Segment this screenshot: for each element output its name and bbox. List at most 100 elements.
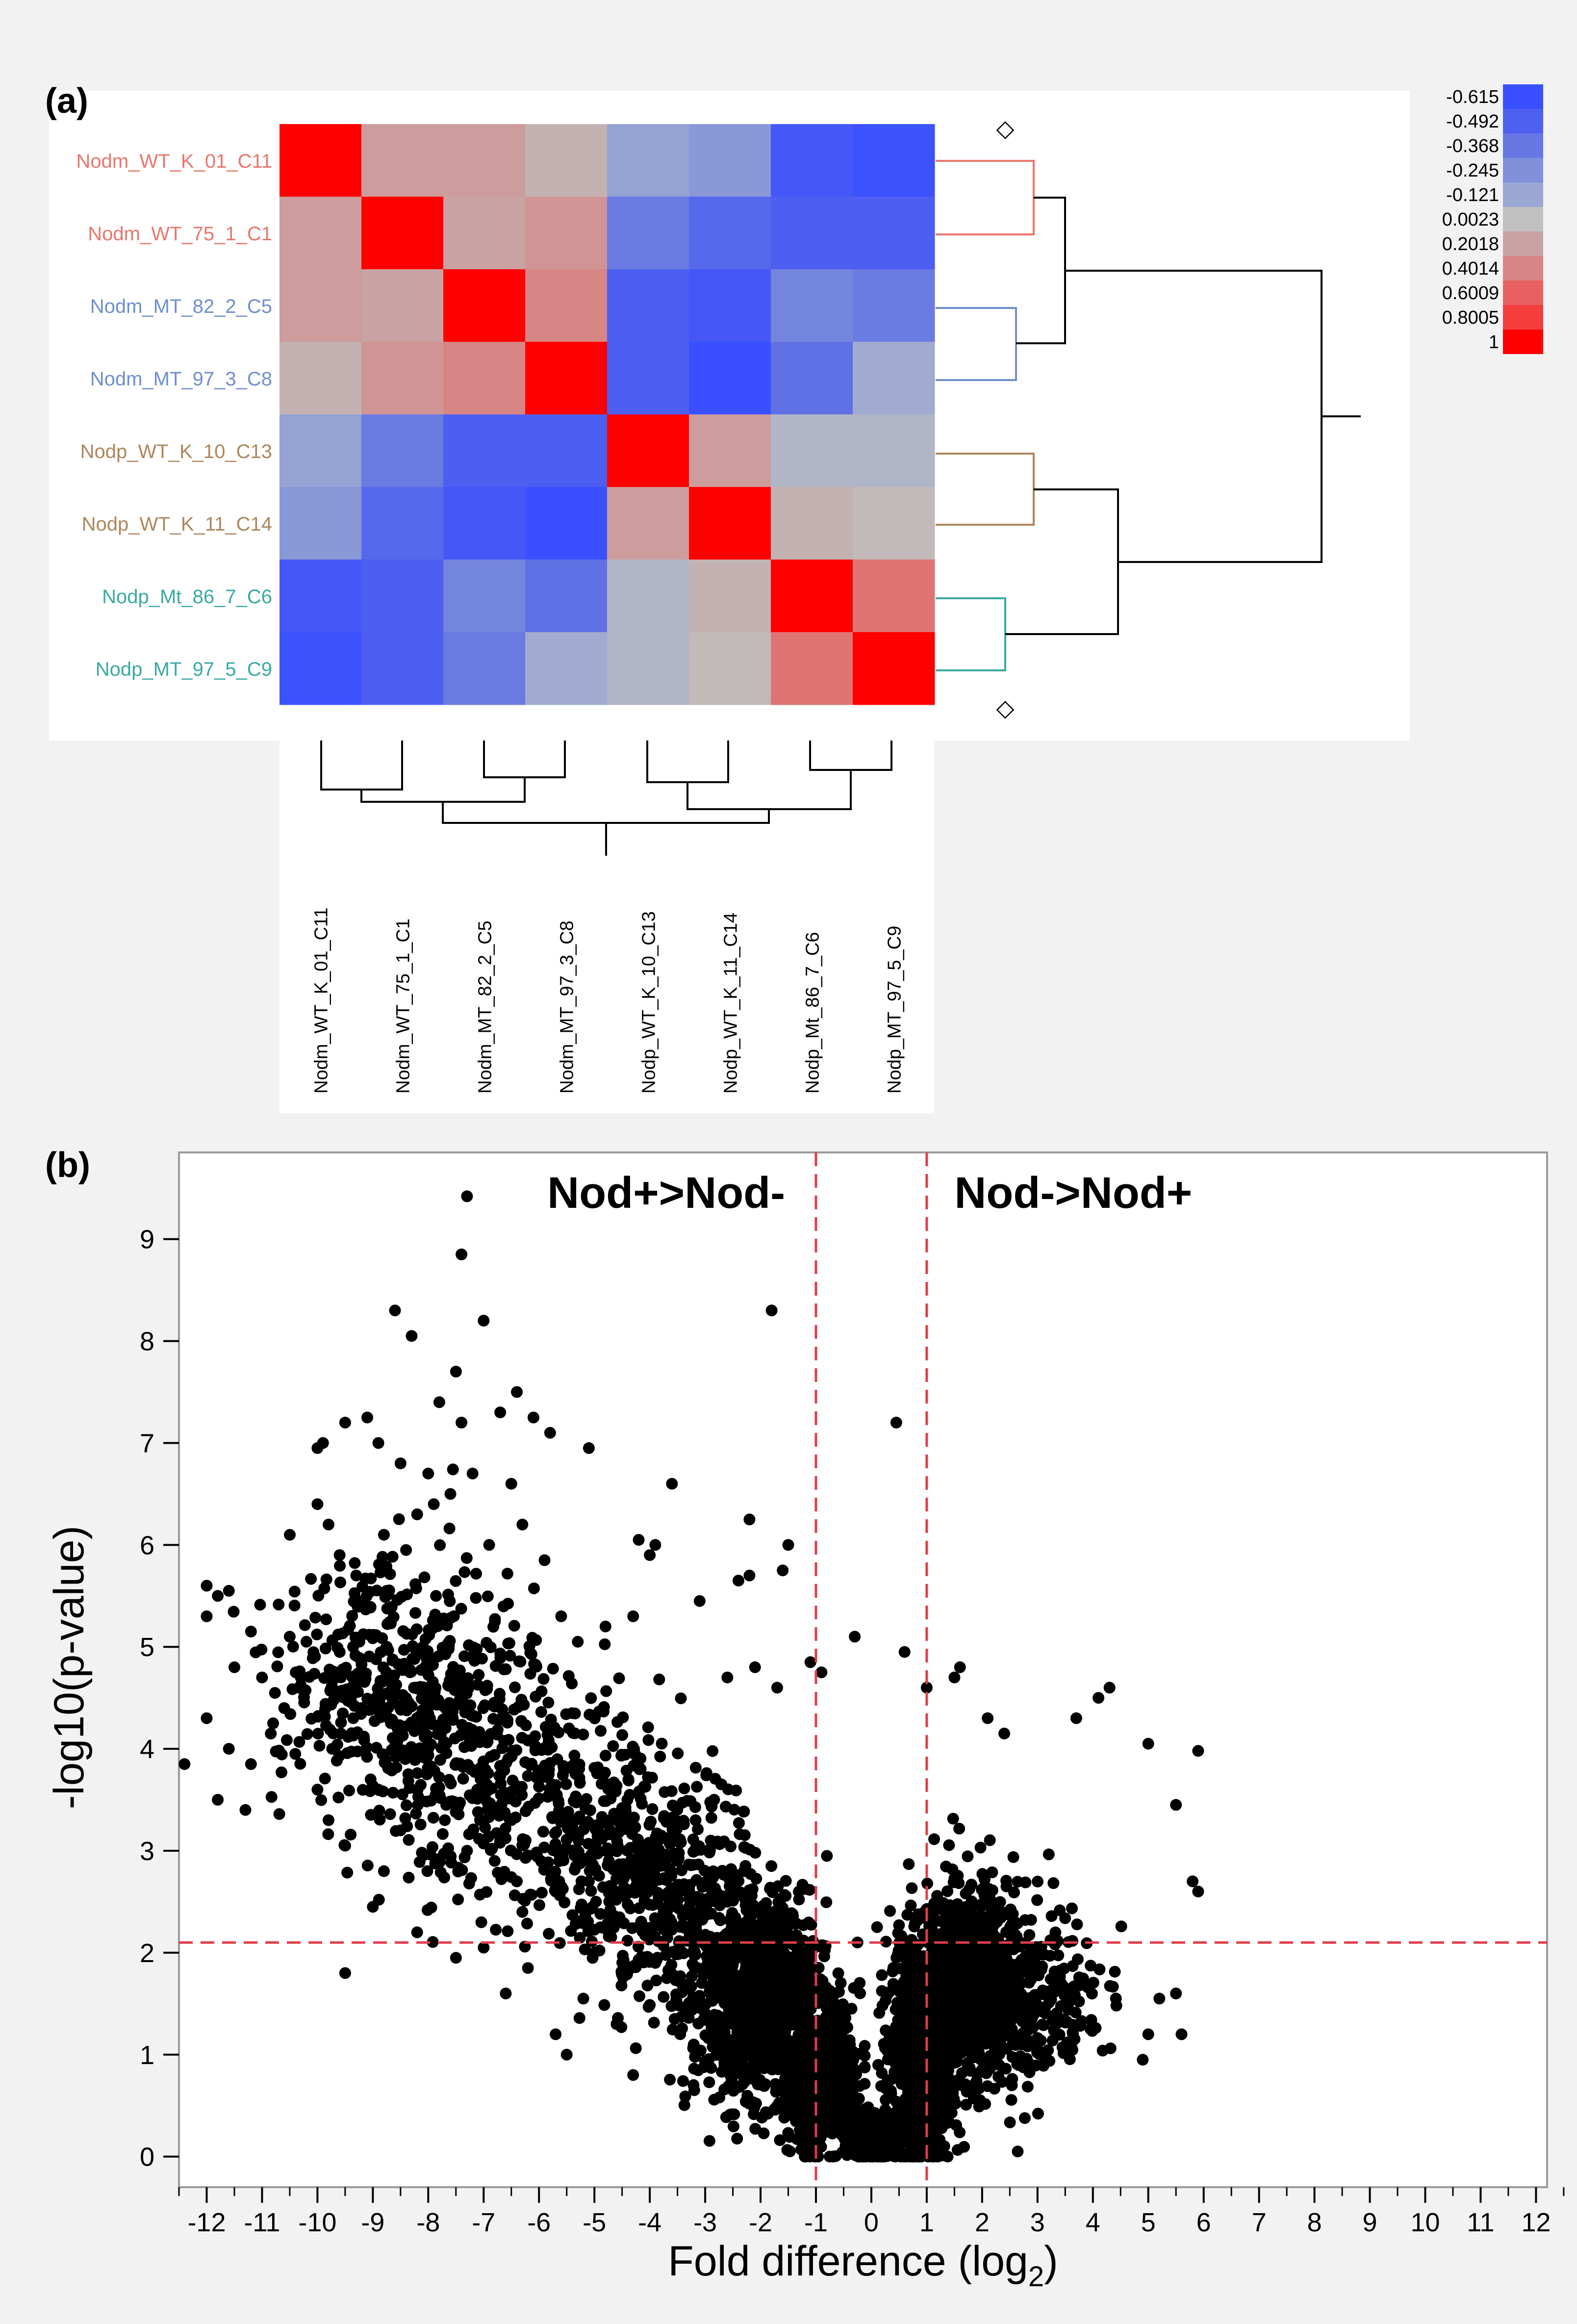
volcano-point — [886, 2135, 898, 2147]
volcano-point — [397, 1730, 409, 1742]
volcano-point — [361, 1860, 374, 1872]
volcano-point — [738, 1829, 751, 1841]
volcano-point — [734, 2030, 746, 2043]
volcano-point — [833, 2028, 845, 2041]
volcano-point — [975, 2064, 988, 2076]
volcano-point — [962, 1850, 974, 1863]
volcano-point — [337, 1708, 349, 1719]
volcano-point — [628, 1812, 640, 1824]
volcano-point — [733, 1817, 745, 1829]
volcano-point — [906, 1882, 918, 1894]
volcano-point — [337, 1663, 349, 1676]
volcano-point — [676, 1864, 687, 1876]
panel-a: (a) Nodm_WT_K_01_C11Nodm_WT_75_1_C1Nodm_… — [45, 81, 1543, 1113]
volcano-point — [270, 1745, 282, 1758]
volcano-point — [578, 1823, 590, 1835]
volcano-point — [381, 1560, 392, 1572]
volcano-point — [543, 1928, 555, 1940]
volcano-point — [494, 1647, 507, 1660]
volcano-point — [733, 1999, 745, 2011]
volcano-point — [411, 1767, 424, 1779]
volcano-point — [678, 1947, 690, 1959]
volcano-point — [472, 1806, 484, 1818]
heatmap-cell — [443, 269, 526, 342]
volcano-point — [817, 2039, 830, 2051]
volcano-point — [600, 1795, 612, 1807]
volcano-point — [494, 1760, 506, 1772]
volcano-point — [679, 2090, 691, 2102]
volcano-point — [337, 1691, 349, 1703]
volcano-point — [642, 1734, 655, 1746]
volcano-point — [694, 2044, 707, 2057]
volcano-point — [610, 1786, 622, 1797]
volcano-point — [775, 1982, 787, 1994]
volcano-point — [273, 1808, 285, 1820]
volcano-point — [573, 1883, 585, 1895]
volcano-point — [566, 1707, 578, 1719]
volcano-point — [550, 1826, 562, 1838]
volcano-point — [692, 1823, 704, 1836]
volcano-point — [406, 1700, 418, 1712]
legend-label: 0.0023 — [1442, 209, 1499, 230]
volcano-point — [617, 1950, 629, 1962]
volcano-point — [509, 1889, 521, 1901]
column-label-area — [280, 736, 934, 1113]
volcano-point — [478, 1838, 490, 1850]
volcano-point — [418, 1571, 431, 1583]
volcano-point — [319, 1711, 331, 1723]
volcano-point — [381, 1603, 393, 1615]
volcano-point — [539, 1721, 552, 1733]
volcano-point — [675, 1836, 687, 1848]
heatmap-cell — [689, 124, 771, 197]
volcano-point — [731, 2133, 743, 2145]
volcano-point — [656, 1860, 668, 1872]
volcano-point — [902, 2088, 914, 2099]
heatmap-cell — [361, 632, 444, 705]
volcano-point — [452, 1893, 464, 1906]
volcano-point — [402, 1768, 414, 1780]
volcano-point — [531, 1846, 543, 1859]
volcano-point — [447, 1463, 459, 1476]
legend-swatch — [1503, 109, 1543, 133]
panel-a-label: (a) — [45, 81, 88, 121]
volcano-point — [391, 1742, 403, 1754]
heatmap-cell — [525, 342, 608, 415]
volcano-point — [294, 1758, 306, 1770]
volcano-point — [579, 1943, 591, 1956]
volcano-point — [1032, 1875, 1043, 1888]
volcano-point — [812, 1962, 824, 1974]
volcano-point — [504, 1650, 516, 1662]
volcano-point — [397, 1625, 409, 1637]
heatmap-cell — [443, 124, 526, 197]
heatmap-cell — [607, 414, 689, 487]
heatmap-cell — [525, 197, 608, 270]
volcano-point — [843, 2145, 855, 2158]
volcano-point — [632, 1874, 644, 1887]
volcano-point — [573, 1762, 585, 1775]
volcano-point — [708, 2009, 720, 2021]
volcano-point — [629, 1821, 641, 1834]
volcano-point — [600, 1829, 612, 1841]
volcano-point — [758, 2127, 770, 2140]
volcano-point — [618, 1872, 630, 1884]
volcano-point — [508, 1620, 520, 1632]
volcano-point — [696, 1912, 709, 1924]
volcano-point — [688, 1948, 700, 1961]
heatmap-cell — [443, 632, 526, 705]
volcano-point — [548, 1721, 560, 1734]
volcano-point — [704, 1980, 716, 1992]
volcano-point — [494, 1835, 506, 1847]
volcano-point — [521, 1917, 533, 1930]
volcano-point — [724, 2109, 736, 2121]
volcano-point — [288, 1585, 301, 1598]
volcano-point — [903, 1858, 915, 1870]
volcano-point — [551, 1789, 563, 1801]
volcano-point — [573, 2012, 585, 2024]
volcano-point — [654, 1750, 666, 1762]
volcano-point — [707, 1745, 719, 1757]
heatmap-cell — [361, 269, 444, 342]
volcano-point — [888, 2055, 900, 2068]
volcano-point — [572, 1835, 585, 1847]
heatmap-cell — [443, 560, 526, 633]
volcano-point — [1018, 2112, 1031, 2124]
